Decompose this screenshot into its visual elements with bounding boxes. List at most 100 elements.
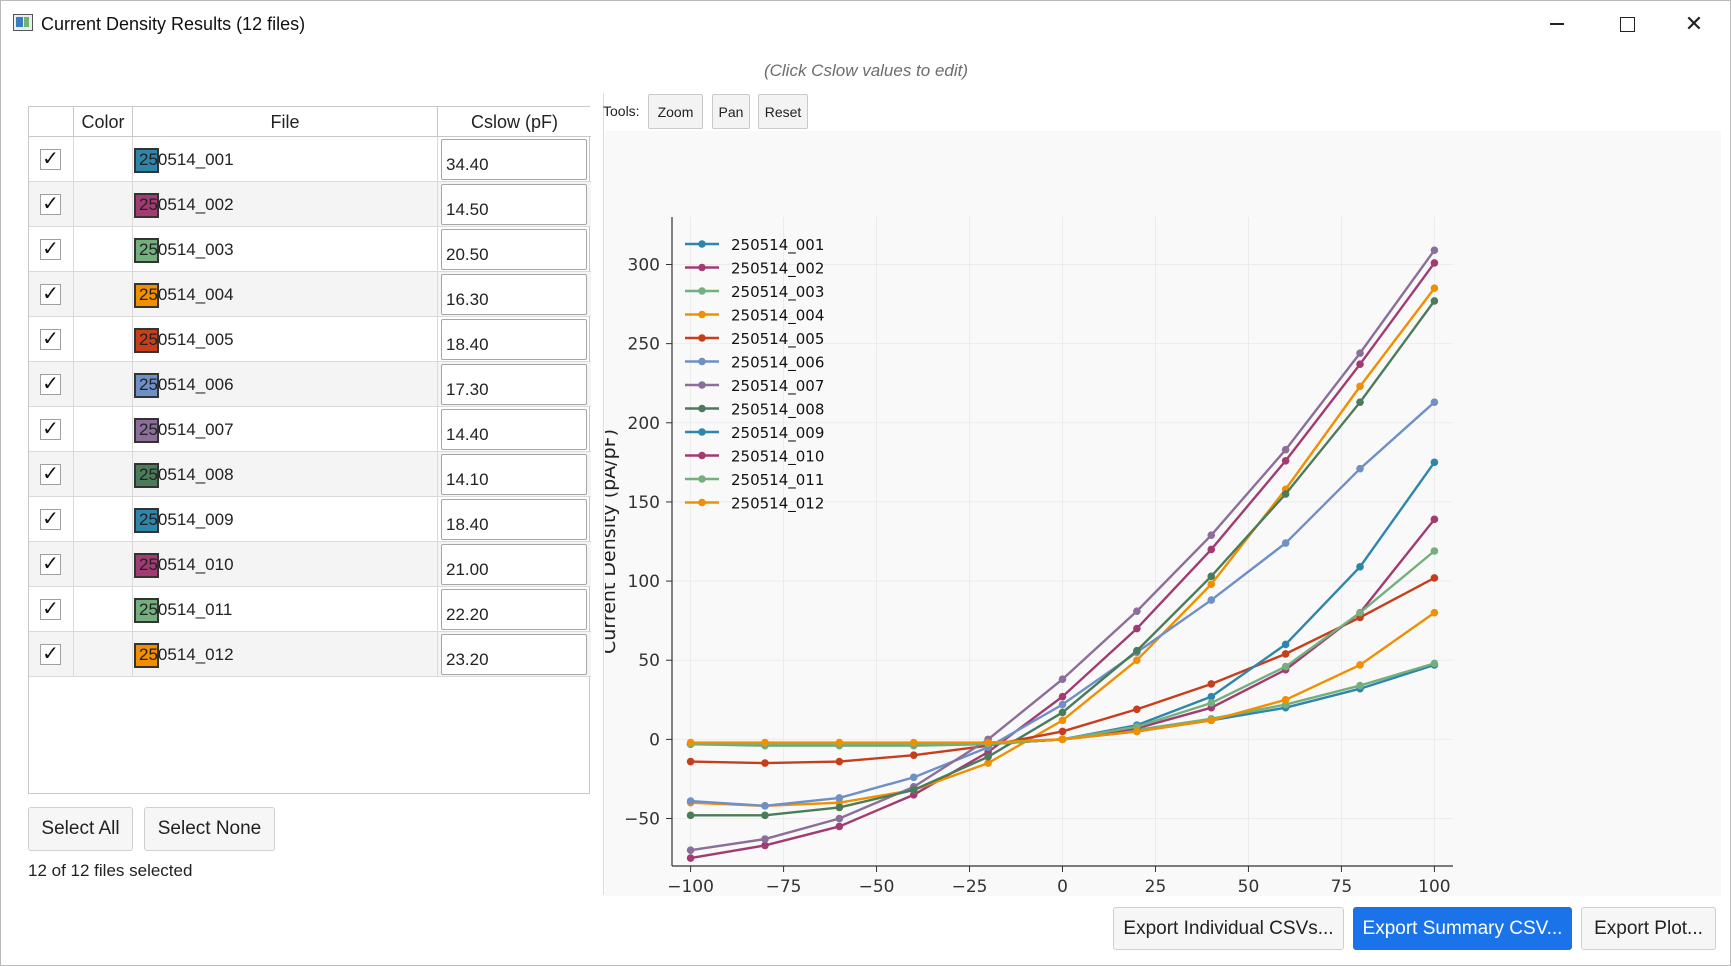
table-row[interactable]: ✓ 250514_006 (29, 362, 591, 407)
close-button[interactable]: ✕ (1659, 1, 1729, 47)
data-point[interactable] (1207, 699, 1216, 707)
data-point[interactable] (1281, 662, 1290, 671)
data-point[interactable] (1207, 572, 1216, 581)
data-point[interactable] (1133, 607, 1141, 615)
header-color[interactable]: Color (74, 107, 133, 137)
data-point[interactable] (984, 738, 992, 747)
data-point[interactable] (1356, 382, 1364, 391)
data-point[interactable] (909, 751, 918, 759)
select-none-button[interactable]: Select None (144, 807, 275, 851)
table-row[interactable]: ✓ 250514_001 (29, 137, 591, 182)
file-checkbox[interactable]: ✓ (40, 149, 61, 170)
data-point[interactable] (1430, 547, 1439, 555)
data-point[interactable] (1058, 716, 1067, 725)
data-point[interactable] (1430, 574, 1439, 582)
data-point[interactable] (1430, 297, 1439, 305)
data-point[interactable] (1058, 675, 1067, 684)
color-swatch[interactable] (134, 508, 159, 533)
data-point[interactable] (1133, 646, 1141, 655)
color-swatch[interactable] (134, 373, 159, 398)
data-point[interactable] (1207, 716, 1216, 725)
table-row[interactable]: ✓ 250514_007 (29, 407, 591, 452)
table-row[interactable]: ✓ 250514_005 (29, 317, 591, 362)
data-point[interactable] (1207, 531, 1216, 539)
data-point[interactable] (761, 841, 769, 850)
data-point[interactable] (1058, 700, 1067, 709)
data-point[interactable] (835, 794, 844, 802)
data-point[interactable] (984, 759, 992, 767)
cslow-input[interactable] (441, 589, 587, 630)
cslow-input[interactable] (441, 454, 587, 495)
data-point[interactable] (835, 814, 844, 823)
table-row[interactable]: ✓ 250514_008 (29, 452, 591, 497)
data-point[interactable] (1430, 458, 1439, 467)
cslow-input[interactable] (441, 139, 587, 180)
data-point[interactable] (1430, 608, 1439, 617)
table-row[interactable]: ✓ 250514_010 (29, 542, 591, 587)
iv-chart[interactable]: −100 −75 −50 −25 0 25 50 75 100 −50 0 50 100 150 200 25… (605, 131, 1721, 896)
cslow-input[interactable] (441, 229, 587, 270)
cslow-input[interactable] (441, 544, 587, 585)
data-point[interactable] (761, 811, 769, 820)
data-point[interactable] (1430, 284, 1439, 293)
cslow-input[interactable] (441, 319, 587, 360)
data-point[interactable] (1356, 464, 1364, 473)
data-point[interactable] (835, 738, 844, 747)
data-point[interactable] (686, 797, 695, 805)
data-point[interactable] (909, 786, 918, 794)
cslow-input[interactable] (441, 274, 587, 315)
cslow-input[interactable] (441, 364, 587, 405)
table-row[interactable]: ✓ 250514_009 (29, 497, 591, 542)
panel-divider[interactable] (603, 93, 604, 895)
data-point[interactable] (1058, 692, 1067, 701)
data-point[interactable] (984, 752, 992, 761)
data-point[interactable] (1207, 545, 1216, 554)
export-individual-csvs-button[interactable]: Export Individual CSVs... (1113, 907, 1344, 950)
data-point[interactable] (835, 803, 844, 812)
select-all-button[interactable]: Select All (28, 807, 133, 851)
data-point[interactable] (686, 846, 695, 854)
data-point[interactable] (1281, 640, 1290, 649)
plot-area[interactable]: −100 −75 −50 −25 0 25 50 75 100 −50 0 50 100 150 200 25… (605, 131, 1721, 896)
data-point[interactable] (761, 738, 769, 747)
color-swatch[interactable] (134, 463, 159, 488)
minimize-button[interactable] (1522, 1, 1592, 47)
data-point[interactable] (686, 757, 695, 766)
data-point[interactable] (1133, 705, 1141, 714)
data-point[interactable] (1207, 596, 1216, 604)
data-point[interactable] (686, 854, 695, 862)
data-point[interactable] (1133, 656, 1141, 665)
data-point[interactable] (1207, 580, 1216, 589)
data-point[interactable] (909, 773, 918, 782)
data-point[interactable] (761, 835, 769, 843)
header-file[interactable]: File (133, 107, 438, 137)
data-point[interactable] (835, 757, 844, 766)
data-point[interactable] (1430, 659, 1439, 668)
pan-button[interactable]: Pan (712, 94, 750, 129)
cslow-input[interactable] (441, 634, 587, 675)
data-point[interactable] (1281, 539, 1290, 547)
color-swatch[interactable] (134, 193, 159, 218)
data-point[interactable] (1207, 692, 1216, 701)
cslow-input[interactable] (441, 499, 587, 540)
data-point[interactable] (1356, 398, 1364, 407)
data-point[interactable] (1356, 360, 1364, 369)
cslow-input[interactable] (441, 184, 587, 225)
data-point[interactable] (1356, 608, 1364, 617)
table-row[interactable]: ✓ 250514_004 (29, 272, 591, 317)
data-point[interactable] (1281, 650, 1290, 658)
data-point[interactable] (1281, 695, 1290, 704)
file-checkbox[interactable]: ✓ (40, 509, 61, 530)
color-swatch[interactable] (134, 283, 159, 308)
data-point[interactable] (1133, 727, 1141, 736)
file-checkbox[interactable]: ✓ (40, 239, 61, 260)
data-point[interactable] (1281, 445, 1290, 454)
table-row[interactable]: ✓ 250514_003 (29, 227, 591, 272)
color-swatch[interactable] (134, 418, 159, 443)
data-point[interactable] (1356, 349, 1364, 357)
data-point[interactable] (1058, 727, 1067, 736)
color-swatch[interactable] (134, 598, 159, 623)
data-point[interactable] (686, 738, 695, 747)
data-point[interactable] (1430, 259, 1439, 267)
color-swatch[interactable] (134, 148, 159, 173)
